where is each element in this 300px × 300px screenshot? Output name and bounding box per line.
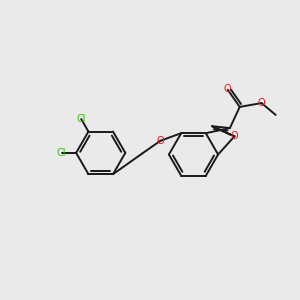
Text: Cl: Cl	[57, 148, 67, 158]
Text: O: O	[231, 131, 239, 141]
Text: O: O	[258, 98, 266, 108]
Text: Cl: Cl	[76, 114, 86, 124]
Text: O: O	[157, 136, 164, 146]
Text: O: O	[224, 84, 232, 94]
